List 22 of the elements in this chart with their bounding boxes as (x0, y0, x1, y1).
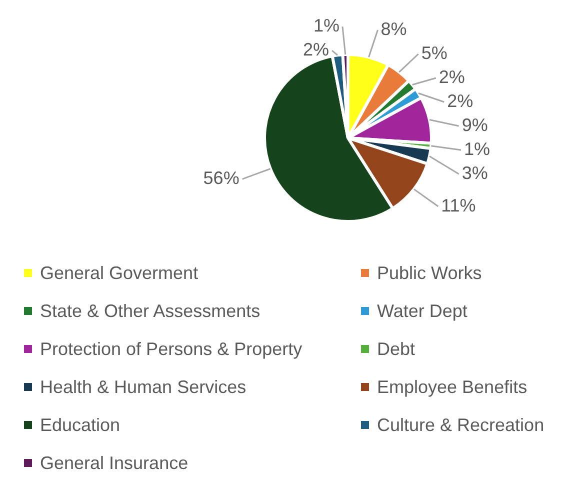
data-label: 11% (441, 195, 476, 216)
data-label: 1% (313, 16, 340, 36)
data-label: 1% (464, 138, 490, 159)
legend-label: Debt (377, 338, 416, 360)
data-label: 2% (447, 90, 474, 111)
legend-label: Protection of Persons & Property (40, 338, 302, 360)
legend-label: Water Dept (377, 300, 468, 322)
legend-label: General Insurance (40, 452, 188, 474)
legend-label: Health & Human Services (40, 376, 246, 398)
data-label: 56% (203, 168, 240, 188)
legend-label: General Goverment (40, 262, 198, 284)
legend-label: Employee Benefits (377, 376, 528, 398)
data-label: 8% (380, 18, 407, 39)
data-label: 3% (462, 162, 488, 183)
legend-label: Education (40, 414, 120, 436)
data-label: 2% (303, 40, 330, 60)
data-label: 9% (462, 114, 488, 135)
data-label: 2% (438, 66, 465, 87)
legend-label: State & Other Assessments (40, 300, 260, 322)
legend-label: Culture & Recreation (377, 414, 544, 436)
data-label: 5% (421, 42, 448, 63)
legend-label: Public Works (377, 262, 482, 284)
